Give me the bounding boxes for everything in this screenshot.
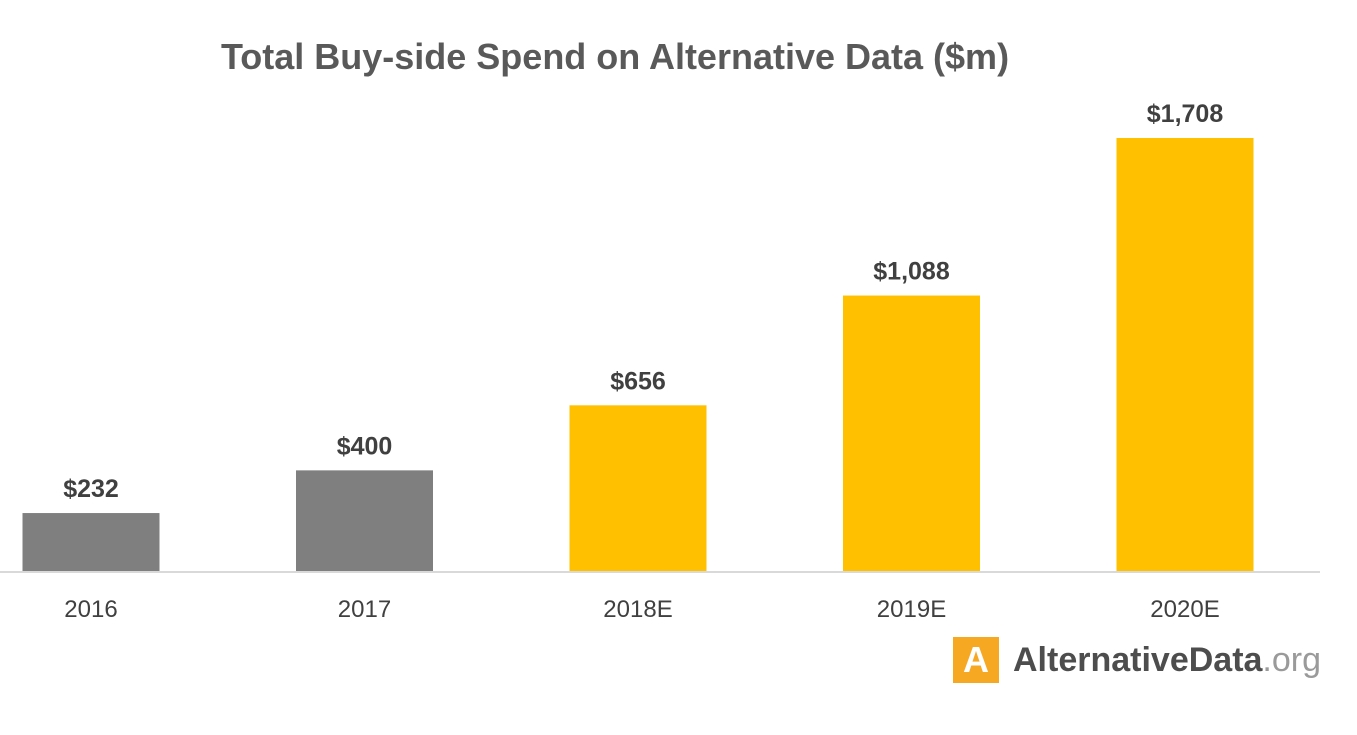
x-tick-2020e: 2020E — [1150, 596, 1219, 623]
bar-2020e — [1116, 138, 1254, 572]
bar-2018e — [569, 405, 707, 572]
alternativedata-logo: A AlternativeData.org — [953, 637, 1321, 683]
value-label-2016: $232 — [63, 475, 119, 503]
bar-2017 — [296, 470, 433, 572]
value-label-2017: $400 — [337, 432, 393, 460]
logo-tld: .org — [1262, 640, 1322, 679]
bar-2019e — [843, 295, 980, 572]
bar-2016 — [22, 513, 160, 572]
value-label-2018e: $656 — [610, 367, 666, 395]
logo-a-icon: A — [953, 637, 999, 683]
x-tick-2018e: 2018E — [603, 596, 672, 623]
x-tick-labels-group: 2016 2017 2018E 2019E 2020E — [64, 596, 1219, 623]
logo-name: AlternativeData — [1013, 640, 1263, 679]
x-tick-2016: 2016 — [64, 596, 117, 623]
bars-group — [22, 138, 1254, 572]
value-label-2019e: $1,088 — [873, 258, 950, 286]
chart-title: Total Buy-side Spend on Alternative Data… — [220, 36, 1010, 77]
logo-text: AlternativeData.org — [1013, 641, 1321, 680]
value-labels-group: $232 $400 $656 $1,088 $1,708 — [63, 100, 1223, 503]
x-tick-2019e: 2019E — [877, 596, 946, 623]
x-tick-2017: 2017 — [338, 596, 391, 623]
value-label-2020e: $1,708 — [1147, 100, 1224, 128]
